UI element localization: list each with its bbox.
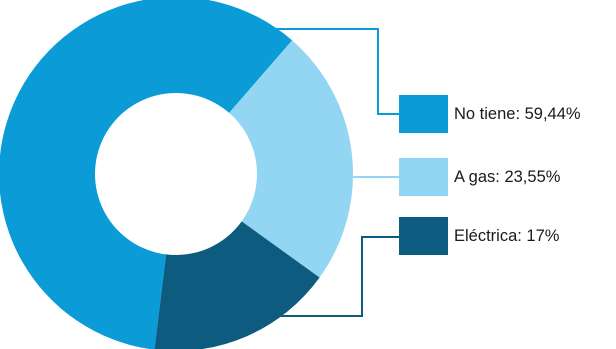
legend-item-no-tiene: No tiene: 59,44% xyxy=(399,95,581,133)
legend-swatch-electrica xyxy=(399,217,448,255)
slice-no-tiene xyxy=(0,0,293,349)
leader-line-no-tiene xyxy=(270,28,399,115)
slice-a-gas xyxy=(229,40,353,278)
legend-item-a-gas: A gas: 23,55% xyxy=(399,158,560,196)
legend-swatch-no-tiene xyxy=(399,95,448,133)
legend-label-a-gas: A gas: 23,55% xyxy=(454,167,561,186)
legend-item-electrica: Eléctrica: 17% xyxy=(399,217,559,255)
slice-electrica xyxy=(154,221,320,349)
legend-label-no-tiene: No tiene: 59,44% xyxy=(454,104,581,123)
legend-label-electrica: Eléctrica: 17% xyxy=(454,226,560,245)
leader-line-electrica xyxy=(268,236,399,317)
legend-swatch-a-gas xyxy=(399,158,448,196)
